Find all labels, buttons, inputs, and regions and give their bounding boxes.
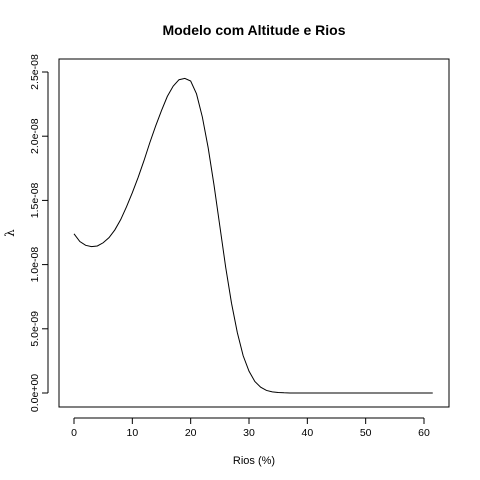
y-axis: 0.0e+00 5.0e-09 1.0e-08 1.5e-08 2.0e-08 2.5e-…: [29, 54, 49, 412]
y-tick-label: 1.0e-08: [29, 247, 41, 283]
x-tick-label: 20: [185, 427, 197, 439]
y-tick-label: 2.0e-08: [29, 118, 41, 154]
chart-title: Modelo com Altitude e Rios: [162, 22, 345, 38]
x-tick-label: 40: [301, 427, 313, 439]
y-tick-label: 0.0e+00: [29, 374, 41, 412]
x-tick-label: 0: [71, 427, 77, 439]
x-tick-label: 60: [418, 427, 430, 439]
x-tick-label: 50: [360, 427, 372, 439]
x-axis-title: Rios (%): [233, 455, 275, 467]
x-tick-label: 10: [126, 427, 138, 439]
y-tick-label: 2.5e-08: [29, 54, 41, 90]
y-axis-title: λ: [3, 229, 17, 237]
y-tick-label: 5.0e-09: [29, 311, 41, 347]
series-layer: [73, 77, 433, 394]
series-line: [73, 77, 433, 394]
x-axis: 0 10 20 30 40 50 60: [71, 417, 430, 439]
plot-frame: [58, 58, 450, 408]
y-tick-label: 1.5e-08: [29, 182, 41, 218]
x-tick-label: 30: [243, 427, 255, 439]
